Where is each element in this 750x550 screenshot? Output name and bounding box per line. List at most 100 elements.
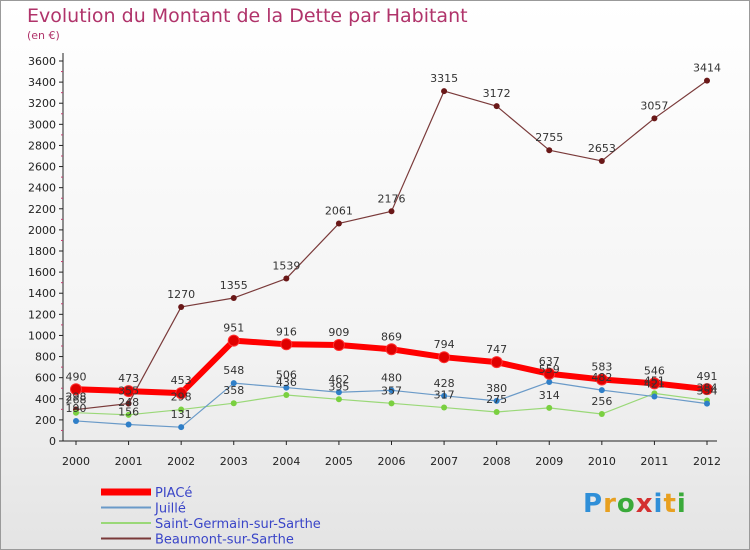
data-point — [227, 334, 240, 347]
data-label: 357 — [381, 384, 402, 397]
data-point — [441, 88, 448, 95]
data-point — [543, 367, 556, 380]
data-label: 3172 — [483, 87, 511, 100]
data-point — [598, 410, 605, 417]
data-point — [701, 383, 713, 396]
legend-label: Saint-Germain-sur-Sarthe — [155, 517, 321, 532]
y-tick-label: 2400 — [28, 182, 56, 195]
data-label: 358 — [223, 384, 244, 397]
data-label: 268 — [66, 394, 87, 407]
data-point — [125, 421, 132, 428]
data-label: 395 — [328, 380, 349, 393]
data-point — [70, 383, 82, 396]
data-label: 548 — [223, 364, 244, 377]
data-point — [122, 385, 135, 398]
legend-label: Juillé — [154, 502, 186, 517]
y-tick-label: 1000 — [28, 329, 56, 342]
data-point — [651, 393, 658, 400]
y-tick-label: 200 — [35, 414, 56, 427]
logo-letter: P — [583, 489, 604, 519]
data-point — [125, 400, 132, 407]
x-tick-label: 2001 — [115, 455, 143, 468]
x-tick-label: 2004 — [272, 455, 300, 468]
data-label: 298 — [66, 391, 87, 404]
data-label: 1539 — [272, 260, 300, 273]
data-label: 436 — [276, 376, 297, 389]
data-point — [335, 389, 342, 396]
data-label: 3315 — [430, 72, 458, 85]
data-label: 131 — [171, 408, 192, 421]
data-label: 248 — [118, 396, 139, 409]
data-point — [493, 408, 500, 415]
y-tick-label: 3600 — [28, 55, 56, 68]
data-point — [283, 384, 290, 391]
series-layer — [70, 77, 713, 431]
data-point — [335, 220, 342, 227]
y-tick-label: 2200 — [28, 203, 56, 216]
data-label: 916 — [276, 325, 297, 338]
y-tick-label: 3000 — [28, 118, 56, 131]
data-label: 428 — [434, 377, 455, 390]
data-point — [283, 275, 290, 282]
data-label: 869 — [381, 330, 402, 343]
data-point — [335, 396, 342, 403]
x-tick-label: 2003 — [220, 455, 248, 468]
chart-title: Evolution du Montant de la Dette par Hab… — [27, 5, 468, 27]
data-label: 355 — [118, 385, 139, 398]
logo-letter: o — [616, 489, 636, 519]
y-tick-label: 2600 — [28, 161, 56, 174]
data-point — [651, 115, 658, 122]
data-label: 190 — [66, 402, 87, 415]
x-tick-label: 2005 — [325, 455, 353, 468]
x-tick-label: 2000 — [62, 455, 90, 468]
data-label: 747 — [486, 343, 507, 356]
y-tick-label: 400 — [35, 393, 56, 406]
data-point — [704, 400, 710, 407]
data-label: 506 — [276, 369, 297, 382]
y-tick-label: 1600 — [28, 266, 56, 279]
data-point — [283, 391, 290, 398]
data-label: 275 — [486, 393, 507, 406]
data-label: 480 — [381, 371, 402, 384]
data-label: 298 — [171, 391, 192, 404]
series-line-3 — [75, 80, 708, 411]
data-point — [388, 400, 395, 407]
data-labels: 490 473 453 951 916 909 869 794 747 637 583 546 491 1… — [66, 62, 722, 422]
data-point — [546, 147, 553, 154]
data-label: 473 — [118, 372, 139, 385]
logo-letter: x — [635, 489, 654, 519]
y-tick-label: 3200 — [28, 97, 56, 110]
legend: PIACéJuilléSaint-Germain-sur-SartheBeaum… — [101, 486, 321, 548]
data-label: 384 — [697, 381, 718, 394]
data-point — [125, 411, 132, 418]
data-point — [332, 339, 345, 352]
data-label: 2176 — [378, 192, 406, 205]
y-tick-label: 0 — [49, 435, 56, 448]
data-label: 794 — [434, 338, 455, 351]
y-tick-label: 2800 — [28, 139, 56, 152]
data-point — [438, 351, 451, 364]
data-point — [178, 303, 185, 310]
y-tick-label: 2000 — [28, 224, 56, 237]
data-point — [493, 103, 500, 110]
logo-letter: i — [653, 489, 664, 519]
proxiti-logo: Proxiti — [583, 489, 687, 519]
logo-letter: t — [663, 489, 677, 519]
data-point — [493, 397, 500, 404]
logo-letter: r — [603, 489, 617, 519]
data-point — [175, 387, 188, 400]
data-point — [388, 208, 395, 215]
data-label: 317 — [434, 389, 455, 402]
x-tick-label: 2007 — [430, 455, 458, 468]
data-point — [178, 406, 185, 413]
y-tick-label: 600 — [35, 372, 56, 385]
data-label: 2653 — [588, 142, 616, 155]
data-point — [73, 417, 79, 424]
data-label: 156 — [118, 406, 139, 419]
x-tick-label: 2011 — [640, 455, 668, 468]
data-point — [490, 356, 503, 369]
y-tick-label: 800 — [35, 351, 56, 364]
x-tick-label: 2008 — [483, 455, 511, 468]
x-tick-label: 2009 — [535, 455, 563, 468]
